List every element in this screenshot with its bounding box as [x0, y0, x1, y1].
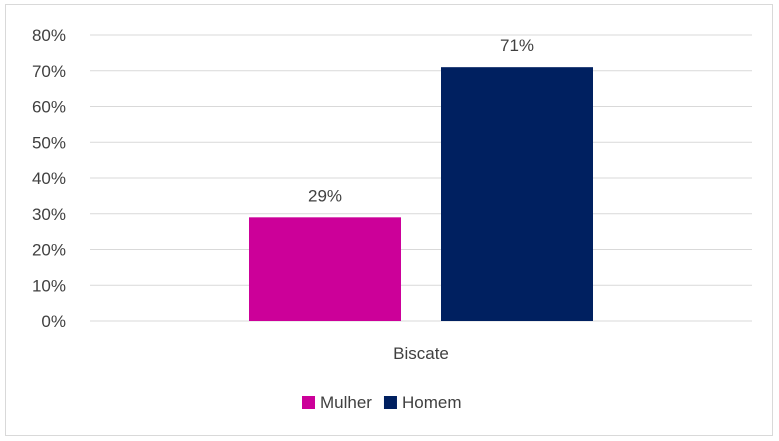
data-label-homem: 71% — [500, 36, 534, 55]
bar-mulher[interactable] — [249, 217, 401, 321]
y-tick-label-8: 80% — [32, 26, 66, 45]
y-tick-label-2: 20% — [32, 241, 66, 260]
x-tick-label-0: Biscate — [393, 344, 449, 363]
y-tick-label-0: 0% — [41, 312, 66, 331]
y-tick-label-3: 30% — [32, 205, 66, 224]
bar-homem[interactable] — [441, 67, 593, 321]
y-tick-label-5: 50% — [32, 133, 66, 152]
y-tick-label-6: 60% — [32, 98, 66, 117]
y-tick-label-1: 10% — [32, 276, 66, 295]
y-tick-label-4: 40% — [32, 169, 66, 188]
y-tick-label-7: 70% — [32, 62, 66, 81]
legend-label-mulher: Mulher — [320, 393, 372, 412]
legend-swatch-homem — [383, 396, 397, 409]
legend-swatch-mulher — [302, 396, 315, 409]
data-label-mulher: 29% — [308, 186, 342, 205]
legend-label-homem: Homem — [402, 393, 462, 412]
